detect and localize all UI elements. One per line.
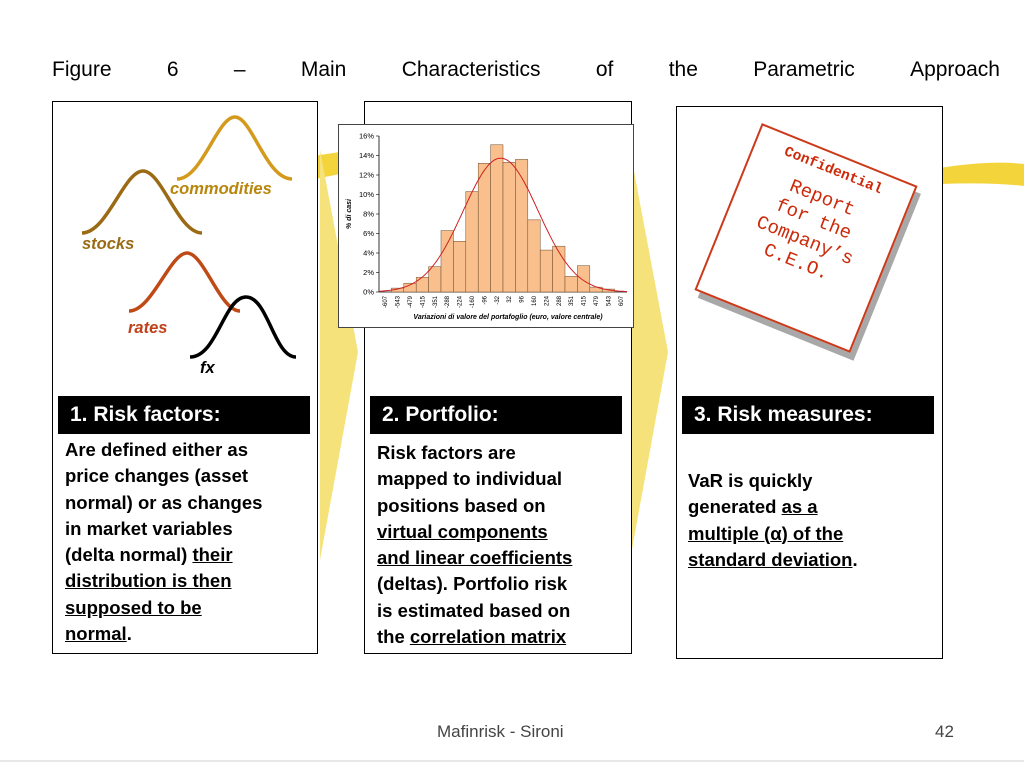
histogram-bar — [453, 241, 467, 293]
histogram-bar — [539, 249, 553, 293]
y-axis-title: % di casi — [346, 198, 353, 229]
stocks-curve — [81, 169, 203, 235]
title-word: Characteristics — [401, 58, 541, 81]
histogram-bar — [477, 163, 491, 293]
x-tick-label: -288 — [445, 295, 451, 308]
title-word: of — [595, 58, 614, 81]
portfolio-text: Risk factors are mapped to individual po… — [377, 442, 573, 648]
x-tick-label: -96 — [482, 295, 488, 304]
y-tick-label: 6% — [363, 229, 374, 238]
title-word: 6 — [166, 58, 179, 81]
x-tick-label: 479 — [594, 295, 600, 306]
x-tick-label: -415 — [420, 295, 426, 308]
histogram-svg: 0% 2% 4% 6% 8% 10% 12% 14% 16% -607 -543 -479 -415 -3… — [346, 132, 627, 321]
normal-curve — [378, 157, 627, 292]
histogram-bar — [440, 230, 454, 293]
y-tick-label: 12% — [359, 171, 374, 180]
title-word: the — [668, 58, 698, 81]
portfolio-heading: 2. Portfolio: — [370, 396, 622, 434]
y-tick-label: 2% — [363, 268, 374, 277]
histogram-bar — [428, 266, 442, 293]
y-tick-label: 4% — [363, 249, 374, 258]
title-word: Approach — [910, 58, 1000, 81]
y-tick-label: 14% — [359, 151, 374, 160]
x-tick-label: 224 — [544, 295, 550, 306]
y-tick-label: 8% — [363, 210, 374, 219]
x-tick-label: -479 — [408, 295, 414, 308]
risk-measures-heading: 3. Risk measures: — [682, 396, 934, 434]
fx-label: fx — [200, 359, 215, 377]
y-tick-label: 10% — [359, 190, 374, 199]
rates-label: rates — [128, 319, 168, 337]
x-tick-label: 160 — [532, 295, 538, 306]
x-tick-label: -607 — [383, 295, 389, 308]
rates-curve — [128, 251, 241, 313]
risk-factors-panel — [52, 101, 318, 654]
band-right — [940, 162, 1024, 186]
arrow-1 — [320, 150, 358, 560]
footer-divider — [0, 760, 1024, 762]
x-tick-label: 543 — [606, 295, 612, 306]
stocks-label: stocks — [82, 235, 135, 253]
commodities-label: commodities — [170, 180, 272, 198]
y-tick-label: 0% — [363, 288, 374, 297]
histogram-chart: 0% 2% 4% 6% 8% 10% 12% 14% 16% -607 -543 -479 -415 -3… — [338, 124, 634, 328]
histogram-bar — [564, 276, 578, 293]
x-tick-label: 351 — [569, 295, 575, 306]
risk-measures-text: VaR is quickly generated as a multiple (… — [688, 470, 858, 570]
y-tick-label: 16% — [359, 132, 374, 141]
x-tick-label: -32 — [495, 295, 501, 304]
risk-factors-heading: 1. Risk factors: — [58, 396, 310, 434]
x-tick-label: 415 — [582, 295, 588, 306]
title-word: Parametric — [753, 58, 855, 81]
x-tick-label: 96 — [520, 295, 526, 302]
title-word: Main — [300, 58, 347, 81]
histogram-bar — [552, 245, 566, 293]
risk-factors-text: Are defined either as price changes (ass… — [65, 439, 263, 645]
x-tick-label: 32 — [507, 295, 513, 302]
histogram-bar — [490, 144, 504, 293]
footer-credit: Mafinrisk - Sironi — [437, 722, 564, 741]
x-tick-label: 288 — [557, 295, 563, 306]
x-tick-label: -160 — [470, 295, 476, 308]
arrow-2 — [630, 150, 668, 560]
histogram-bar — [502, 162, 516, 293]
fx-curve — [189, 295, 297, 359]
title-word: – — [233, 58, 246, 81]
x-tick-label: -543 — [396, 295, 402, 308]
histogram-bar — [577, 265, 591, 293]
x-tick-label: -224 — [458, 295, 464, 308]
figure-title: Figure 6 – Main Characteristics of the Parametr… — [52, 58, 1000, 82]
title-word: Figure — [52, 58, 112, 81]
x-tick-label: 607 — [619, 295, 625, 306]
histogram-bar — [465, 191, 479, 293]
histogram-bar — [515, 159, 529, 293]
commodities-curve — [176, 115, 293, 181]
histogram-bar — [527, 219, 541, 293]
x-axis-title: Variazioni di valore del portafoglio (eu… — [413, 314, 603, 321]
histogram-bar — [415, 277, 429, 293]
page-number: 42 — [935, 722, 954, 741]
x-tick-label: -351 — [433, 295, 439, 308]
risk-factor-curves — [81, 115, 297, 359]
